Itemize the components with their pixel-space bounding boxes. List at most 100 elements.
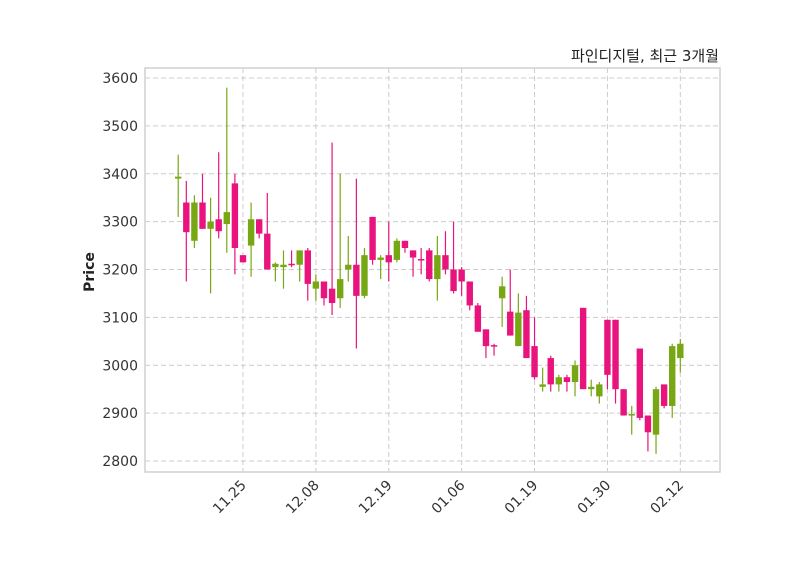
candle (393, 238, 401, 263)
candle (191, 195, 198, 248)
candle-body (272, 263, 279, 268)
candle-body (628, 414, 635, 416)
candle-body (175, 176, 182, 179)
candle (288, 250, 295, 268)
candle (474, 303, 482, 332)
x-axis-ticks: 11.25 12.08 12.19 01.06 01.19 01.30 02.12 (210, 477, 687, 517)
candle-body (336, 279, 344, 299)
candle (175, 154, 182, 217)
candle-body (304, 250, 311, 284)
candle (579, 307, 587, 390)
candle (272, 262, 279, 282)
candle-body (393, 240, 401, 260)
candle (312, 274, 320, 301)
candle-body (191, 202, 198, 241)
candle-body (409, 250, 417, 258)
candle-body (604, 319, 611, 375)
candle (442, 231, 449, 275)
candle (644, 415, 652, 452)
x-tick-label: 01.30 (575, 478, 615, 518)
candle-body (264, 233, 271, 270)
candle-body (434, 255, 441, 280)
candle (677, 338, 684, 373)
candle-body (312, 281, 320, 289)
candle-body (507, 311, 514, 336)
candle-body (612, 319, 619, 390)
candle (264, 192, 271, 270)
candle (401, 240, 409, 253)
candle-body (458, 269, 465, 282)
candle (199, 173, 206, 229)
candle (636, 348, 644, 421)
candle (620, 389, 627, 416)
candle-body (280, 264, 287, 268)
candle (490, 343, 498, 356)
candle-body (377, 257, 384, 260)
y-tick-label: 3600 (102, 71, 138, 87)
candle-body (596, 384, 603, 397)
y-tick-label: 3000 (102, 358, 138, 374)
candle-body (652, 389, 660, 435)
candle (604, 319, 611, 390)
candle (183, 180, 190, 282)
candle (515, 293, 522, 347)
candle (336, 173, 344, 308)
candle-body (401, 240, 409, 248)
candle (296, 250, 303, 282)
candle (498, 276, 506, 327)
candle (482, 329, 490, 359)
y-tick-label: 2900 (102, 406, 138, 422)
candle-body (288, 263, 295, 266)
candle (345, 236, 352, 282)
candle (207, 197, 214, 294)
candle (255, 219, 263, 239)
candle (652, 386, 660, 454)
candle-body (255, 219, 263, 234)
candle (571, 360, 579, 397)
y-tick-label: 3500 (102, 119, 138, 135)
candle (280, 250, 287, 289)
candle (588, 379, 595, 397)
candle-body (579, 307, 587, 390)
y-tick-label: 2800 (102, 454, 138, 470)
candle-body (660, 384, 668, 406)
candle (450, 221, 457, 294)
candles (175, 87, 684, 454)
candle-body (555, 377, 563, 385)
candle (466, 281, 473, 311)
candle (377, 255, 384, 280)
candle (669, 343, 676, 418)
candle (320, 281, 328, 306)
candle-body (417, 258, 425, 261)
candle-body (183, 202, 190, 233)
candle-body (563, 377, 571, 383)
candle-body (353, 264, 360, 296)
candle (547, 355, 554, 392)
candle-body (490, 345, 498, 347)
x-tick-label: 02.12 (647, 478, 687, 518)
candle (247, 202, 255, 277)
candle-body (523, 310, 530, 359)
candle-body (466, 281, 473, 306)
candle-body (207, 221, 214, 229)
x-tick-label: 11.25 (210, 478, 250, 518)
candle-body (199, 202, 206, 229)
candle (612, 319, 619, 404)
candle (215, 152, 222, 239)
candle-body (320, 281, 328, 299)
candle-body (547, 358, 554, 385)
candle-body (539, 384, 546, 387)
candle-body (239, 255, 247, 263)
candle (539, 367, 546, 392)
candle-body (369, 216, 376, 260)
candle-body (345, 264, 352, 270)
candle (555, 374, 563, 392)
y-axis-label: Price (82, 252, 98, 292)
candle (409, 250, 417, 277)
candle-body (588, 386, 595, 390)
chart-title: 파인디지털, 최근 3개월 (571, 47, 719, 65)
candle-body (482, 329, 490, 347)
candle (361, 247, 368, 299)
plot-frame (144, 67, 721, 473)
